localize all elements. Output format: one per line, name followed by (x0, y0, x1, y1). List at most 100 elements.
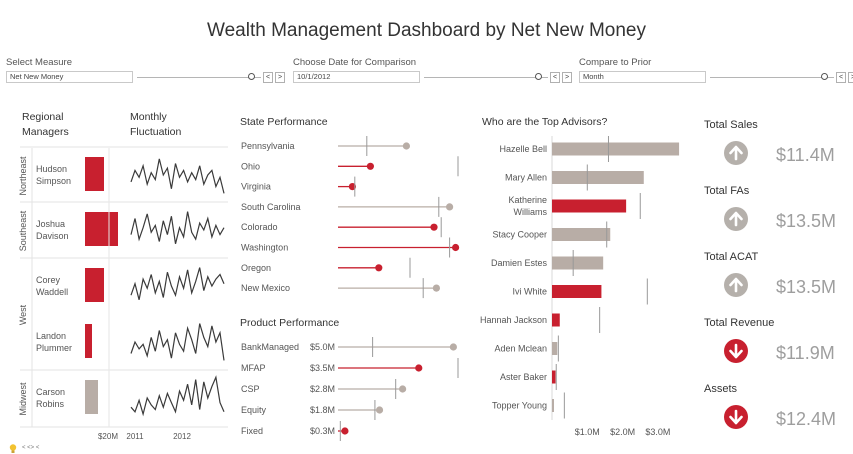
state-performance-title: State Performance (240, 116, 328, 128)
state-dot (375, 264, 383, 272)
manager-bar (85, 324, 92, 358)
footer-nav-text[interactable]: < <> < (22, 445, 40, 451)
step-next-button[interactable]: > (848, 71, 853, 83)
advisor-bar (552, 342, 558, 355)
manager-bar (85, 268, 104, 302)
state-label: Colorado (241, 222, 278, 232)
advisor-bar (552, 142, 680, 156)
state-label: Pennsylvania (241, 141, 295, 151)
step-prev-button[interactable]: < (550, 71, 560, 83)
slider-thumb[interactable] (535, 73, 543, 80)
product-value-label: $3.5M (310, 363, 335, 373)
kpi-value: $12.4M (776, 409, 837, 429)
step-prev-button[interactable]: < (836, 71, 846, 83)
kpi-title: Total Sales (704, 119, 758, 131)
kpi-value: $13.5M (776, 211, 837, 231)
filter-slider[interactable] (424, 71, 548, 83)
state-dot (366, 162, 374, 170)
filter-value-input[interactable]: Net New Money (6, 71, 133, 83)
slider-thumb[interactable] (821, 73, 829, 80)
filter-slider[interactable] (137, 71, 261, 83)
advisor-bar (552, 199, 627, 213)
arrow-down-circle-icon (724, 339, 748, 363)
state-dot (348, 183, 356, 191)
state-dot (432, 284, 440, 292)
slider-thumb[interactable] (248, 73, 256, 80)
product-label: Equity (241, 405, 267, 415)
dashboard-charts: Northeast Southeast West Midwest Hudson Simps… (18, 136, 680, 441)
manager-name: Landon (36, 331, 66, 341)
manager-name: Robins (36, 399, 65, 409)
manager-name: Joshua (36, 219, 65, 229)
manager-name: Carson (36, 387, 65, 397)
manager-name: Plummer (36, 343, 72, 353)
advisor-name: Topper Young (492, 401, 547, 411)
advisor-name: Aden Mclean (494, 344, 547, 354)
step-prev-button[interactable]: < (263, 71, 273, 83)
product-label: Fixed (241, 426, 263, 436)
filter-row: Month <> (579, 71, 853, 83)
filter-row: 10/1/2012 < > (293, 71, 572, 83)
product-dot (415, 364, 423, 372)
filter-value-input[interactable]: Month (579, 71, 706, 83)
dashboard-title: Wealth Management Dashboard by Net New M… (207, 20, 646, 41)
filter-slider[interactable] (710, 71, 834, 83)
state-label: South Carolina (241, 202, 301, 212)
product-value-label: $0.3M (310, 426, 335, 436)
filter-0: Select Measure Net New Money < > (6, 57, 285, 83)
advisor-name: Mary Allen (505, 173, 547, 183)
advisor-bar (552, 285, 602, 298)
product-dot (375, 406, 384, 414)
manager-name: Simpson (36, 176, 71, 186)
state-dot (430, 223, 438, 231)
advisor-name: Hannah Jackson (480, 315, 547, 325)
arrow-down-circle-icon (724, 405, 748, 429)
state-dot (446, 203, 454, 211)
product-dot (341, 427, 349, 435)
kpi-value: $13.5M (776, 277, 837, 297)
advisor-name: Aster Baker (500, 372, 547, 382)
advisor-bar (552, 171, 644, 184)
manager-bar (85, 212, 118, 246)
bar-axis-label: $20M (98, 432, 118, 441)
advisor-axis-tick: $2.0M (610, 427, 635, 437)
regional-managers-title: Regional Managers (22, 111, 69, 138)
sparkline (130, 267, 225, 300)
product-performance-title: Product Performance (240, 317, 340, 329)
manager-name: Hudson (36, 164, 67, 174)
filter-value-input[interactable]: 10/1/2012 (293, 71, 420, 83)
sparkline-axis-label: 2011 (126, 432, 144, 441)
advisor-axis-tick: $3.0M (645, 427, 670, 437)
manager-bar (85, 157, 104, 191)
advisor-name: Stacy Cooper (492, 230, 547, 240)
sparkline (130, 158, 225, 194)
filter-row: Net New Money < > (6, 71, 285, 83)
advisor-bar (552, 399, 554, 412)
state-label: Oregon (241, 263, 271, 273)
sparkline (130, 375, 225, 417)
arrow-up-circle-icon (724, 141, 748, 165)
advisor-bar (552, 370, 556, 384)
step-next-button[interactable]: > (562, 71, 572, 83)
sparkline (130, 323, 225, 361)
kpi-value: $11.4M (776, 145, 835, 165)
advisor-name: Hazelle Bell (499, 144, 547, 154)
product-value-label: $1.8M (310, 405, 335, 415)
kpi-title: Total ACAT (704, 251, 759, 263)
filter-label: Compare to Prior (579, 57, 652, 68)
step-next-button[interactable]: > (275, 71, 285, 83)
product-label: BankManaged (241, 342, 299, 352)
product-label: CSP (241, 384, 260, 394)
filter-1: Choose Date for Comparison 10/1/2012 < > (293, 57, 572, 83)
state-label: Ohio (241, 161, 260, 171)
filter-label: Select Measure (6, 57, 73, 68)
region-label: Southeast (18, 210, 28, 251)
product-dot (449, 343, 457, 351)
slider-track (710, 76, 834, 78)
state-label: Virginia (241, 182, 271, 192)
slider-track (424, 76, 548, 78)
state-dot (452, 243, 460, 252)
arrow-up-circle-icon (724, 273, 748, 297)
lightbulb-icon[interactable] (9, 441, 17, 453)
top-advisors-title: Who are the Top Advisors? (482, 116, 608, 128)
